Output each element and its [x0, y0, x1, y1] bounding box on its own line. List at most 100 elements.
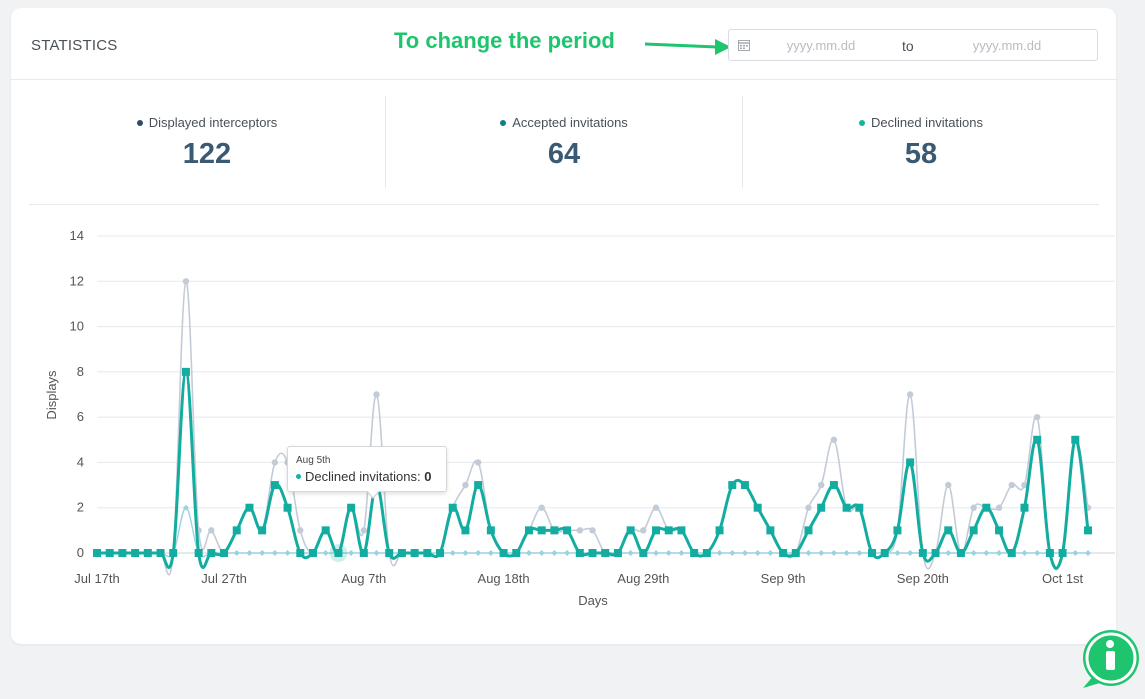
data-point [868, 549, 877, 557]
data-point [715, 526, 724, 535]
data-point [436, 549, 445, 557]
data-point [246, 550, 253, 556]
divider [385, 96, 386, 188]
data-point [537, 526, 546, 535]
data-point [373, 550, 380, 556]
date-from-input[interactable] [766, 36, 876, 54]
date-separator: to [902, 38, 914, 54]
data-point [93, 549, 101, 557]
data-point [462, 550, 469, 556]
data-point [347, 503, 356, 512]
data-point [779, 549, 788, 557]
data-point [753, 503, 762, 512]
data-point [233, 550, 240, 556]
date-to-input[interactable] [952, 36, 1062, 54]
data-point [613, 549, 622, 557]
data-point [589, 527, 596, 534]
data-point [194, 549, 203, 557]
data-point [538, 504, 545, 511]
data-point [766, 526, 775, 535]
period-annotation: To change the period [394, 28, 615, 53]
data-point [664, 526, 673, 535]
data-point [296, 549, 305, 557]
data-point [818, 550, 825, 556]
data-point [181, 367, 190, 376]
card-header: STATISTICS To change the period to [11, 8, 1116, 80]
data-point [499, 549, 508, 557]
data-point [653, 550, 660, 556]
stat-displayed-interceptors: Displayed interceptors 122 [29, 96, 385, 188]
data-point [564, 550, 571, 556]
data-point [105, 549, 114, 557]
hover-marker [329, 544, 348, 562]
date-range-picker[interactable]: to [728, 29, 1098, 61]
data-point [665, 550, 672, 556]
data-point [931, 549, 940, 557]
data-point [741, 550, 748, 556]
x-tick-label: Jul 17th [74, 571, 120, 586]
data-point [283, 503, 292, 512]
x-tick-label: Jul 27th [201, 571, 247, 586]
data-point [551, 550, 558, 556]
data-point [397, 549, 406, 557]
data-point [131, 549, 140, 557]
data-point [232, 526, 241, 535]
data-point [716, 550, 723, 556]
data-point [830, 436, 838, 443]
data-point [143, 549, 152, 557]
stat-accepted-invitations: Accepted invitations 64 [386, 96, 742, 188]
data-point [817, 503, 826, 512]
data-point [767, 550, 774, 556]
data-point [270, 481, 279, 490]
data-point [321, 526, 330, 535]
series-dot-icon [500, 119, 507, 126]
data-point [462, 481, 469, 489]
data-point [524, 526, 533, 535]
data-point [575, 549, 584, 557]
data-point [512, 549, 521, 557]
data-point [856, 550, 863, 556]
calendar-icon[interactable] [738, 39, 750, 51]
data-point [474, 459, 482, 466]
data-point [271, 550, 278, 556]
data-point [639, 549, 648, 557]
x-tick-label: Aug 18th [478, 571, 530, 586]
data-point [970, 504, 977, 511]
data-point [207, 549, 216, 557]
data-point [996, 550, 1003, 556]
data-point [284, 550, 291, 556]
divider [29, 204, 1099, 205]
data-point [893, 526, 902, 535]
data-point [754, 550, 761, 556]
data-point [830, 550, 837, 556]
data-point [182, 504, 189, 511]
divider [742, 96, 743, 188]
y-tick-label: 4 [77, 454, 84, 469]
y-tick-label: 14 [70, 228, 84, 243]
data-point [410, 549, 419, 557]
help-chat-button[interactable] [1081, 630, 1141, 690]
data-point [690, 549, 699, 557]
data-point [829, 481, 838, 490]
data-point [373, 391, 380, 398]
data-point [359, 549, 368, 557]
stat-label: Declined invitations [870, 115, 983, 130]
y-axis-label: Displays [44, 370, 59, 420]
data-point [880, 549, 889, 557]
data-point [348, 550, 355, 556]
stat-value: 122 [182, 138, 232, 170]
data-point [969, 526, 978, 535]
data-point [271, 459, 279, 466]
x-axis-label: Days [578, 593, 608, 608]
data-point [740, 481, 749, 490]
arrow-right-icon [645, 39, 731, 55]
data-point [652, 504, 660, 511]
data-point [1020, 503, 1029, 512]
data-point [1058, 549, 1067, 557]
data-point [385, 549, 394, 557]
data-point [308, 549, 317, 557]
stat-value: 64 [547, 138, 581, 170]
stats-summary: Displayed interceptors 122 Accepted invi… [29, 96, 1099, 188]
data-point [702, 549, 711, 557]
x-tick-label: Sep 20th [897, 571, 949, 586]
